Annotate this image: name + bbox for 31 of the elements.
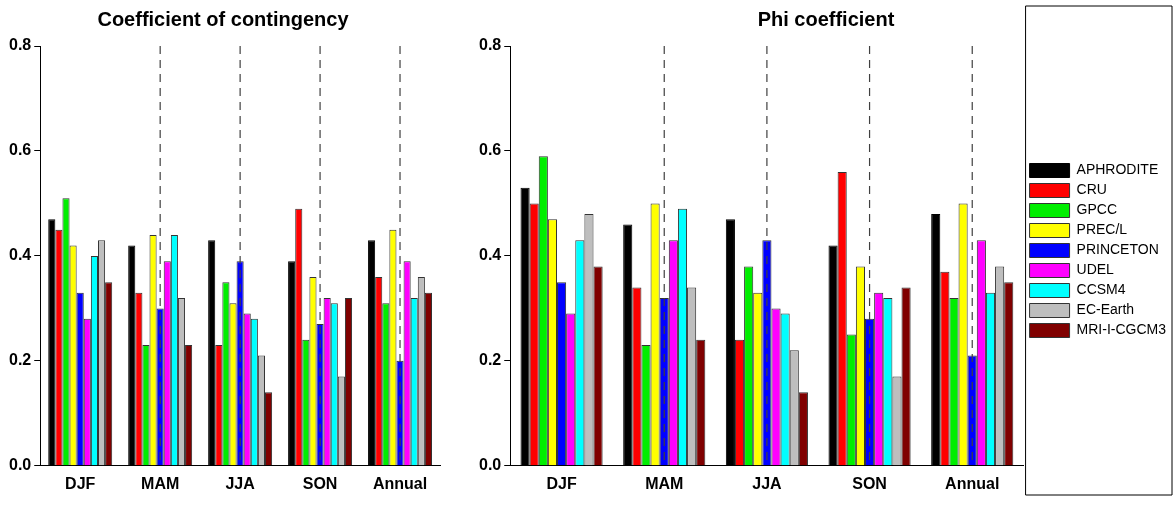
y-tick-label: 0.8 — [478, 36, 502, 54]
x-tick-label: Annual — [372, 474, 428, 492]
y-tick-label: 0.4 — [8, 246, 32, 264]
x-tick-label: JJA — [752, 474, 783, 492]
legend-label: GPCC — [1076, 201, 1118, 218]
x-tick-label: DJF — [546, 474, 577, 492]
legend-label: CRU — [1076, 181, 1107, 198]
legend-label: PRINCETON — [1076, 241, 1159, 258]
legend-label: MRI-I-CGCM3 — [1076, 321, 1167, 338]
y-tick-label: 0.0 — [8, 456, 32, 474]
x-tick-label: JJA — [225, 474, 256, 492]
x-tick-label: MAM — [141, 474, 180, 492]
x-tick-label: SON — [852, 474, 887, 492]
y-tick-label: 0.2 — [478, 351, 502, 369]
y-tick-label: 0.4 — [478, 246, 502, 264]
y-tick-label: 0.6 — [8, 141, 32, 159]
legend-label: EC-Earth — [1076, 301, 1135, 318]
legend-label: CCSM4 — [1076, 281, 1126, 298]
x-tick-label: Annual — [945, 474, 1000, 492]
chart-title: Phi coefficient — [757, 7, 895, 30]
x-tick-label: DJF — [65, 474, 96, 492]
legend-label: PREC/L — [1076, 221, 1128, 238]
y-tick-label: 0.6 — [478, 141, 502, 159]
x-tick-label: SON — [302, 474, 338, 492]
chart-title: Coefficient of contingency — [97, 7, 350, 30]
y-tick-label: 0.2 — [8, 351, 32, 369]
y-tick-label: 0.8 — [8, 36, 32, 54]
y-tick-label: 0.0 — [478, 456, 502, 474]
x-tick-label: MAM — [645, 474, 684, 492]
legend-label: UDEL — [1076, 261, 1115, 278]
legend-label: APHRODITE — [1076, 161, 1159, 178]
